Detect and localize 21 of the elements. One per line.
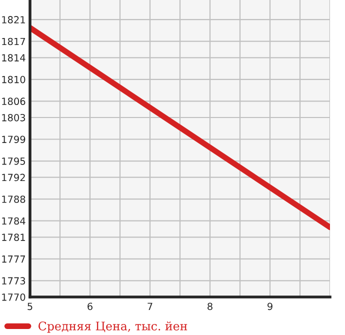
y-tick-label: 1821 (2, 16, 25, 24)
y-tick-label: 1817 (2, 38, 25, 46)
y-tick-label: 1806 (2, 98, 26, 106)
y-tick-label: 1773 (2, 277, 26, 285)
legend-label: Средняя Цена, тыс. йен (38, 321, 188, 333)
y-tick-label: 1792 (2, 174, 25, 182)
x-tick-label: 5 (28, 302, 32, 310)
y-tick-label: 1814 (2, 54, 26, 62)
y-tick-label: 1784 (2, 217, 26, 225)
y-tick-label: 1777 (2, 256, 25, 263)
y-tick-label: 1810 (2, 76, 26, 84)
y-tick-label: 1799 (2, 136, 26, 144)
x-tick-label: 8 (208, 302, 212, 310)
y-tick-label: 1770 (2, 293, 26, 301)
y-tick-label: 1795 (2, 157, 25, 165)
x-tick-label: 9 (268, 302, 272, 310)
y-tick-label: 1788 (2, 196, 26, 203)
x-tick-label: 6 (88, 302, 92, 310)
x-tick-label: 7 (148, 302, 152, 310)
y-tick-label: 1803 (2, 114, 26, 122)
y-tick-label: 1781 (2, 234, 25, 241)
